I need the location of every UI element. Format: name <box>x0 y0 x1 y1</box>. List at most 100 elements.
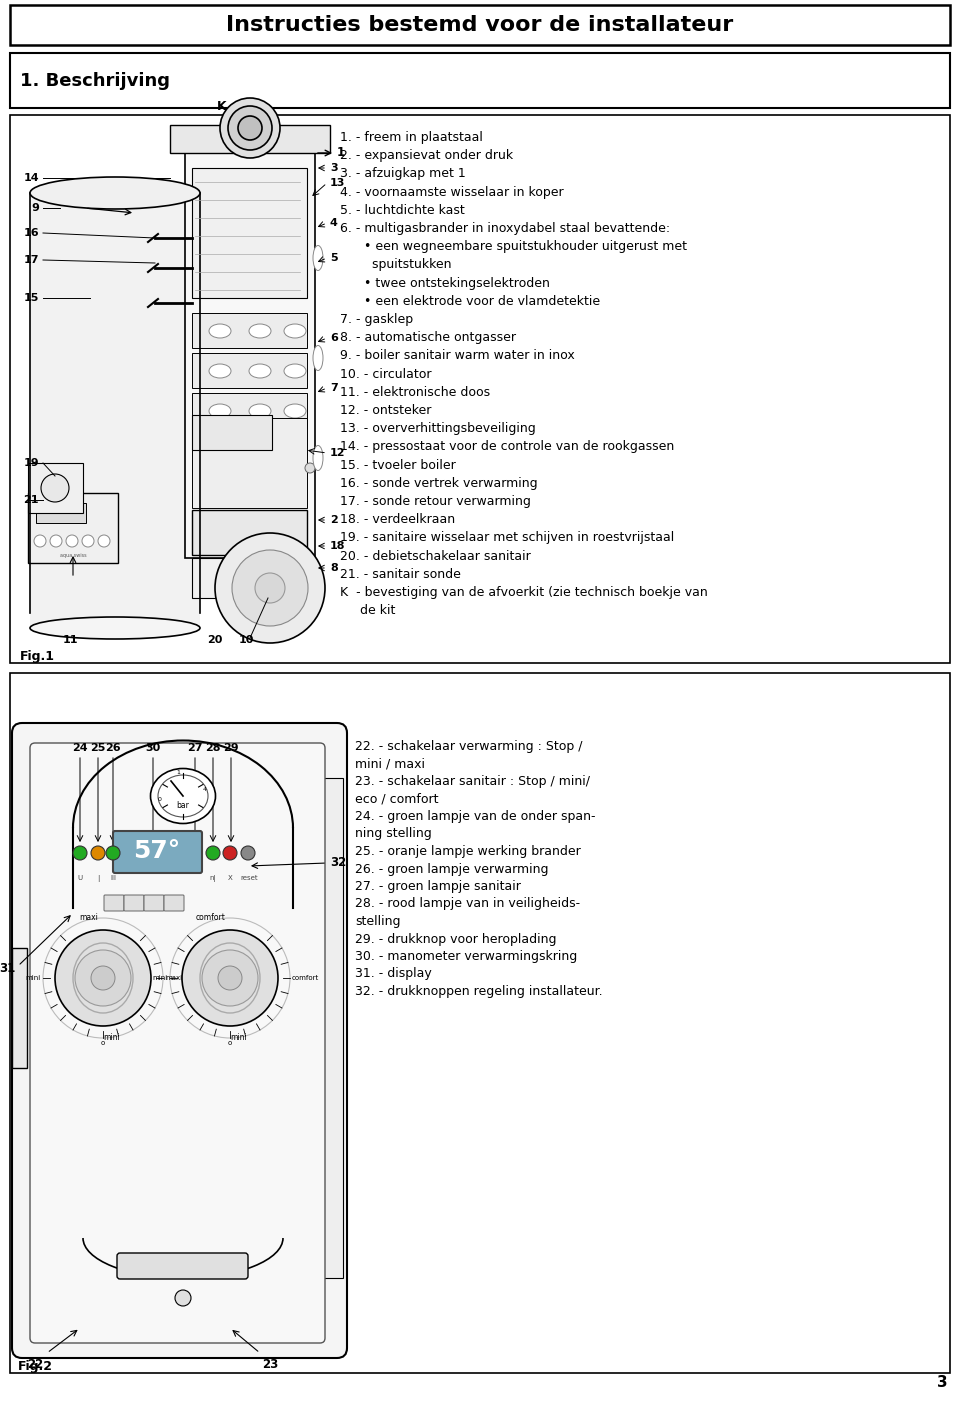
Ellipse shape <box>284 404 306 418</box>
Text: 10: 10 <box>238 635 253 645</box>
Text: 28. - rood lampje van in veiligheids-: 28. - rood lampje van in veiligheids- <box>355 897 580 911</box>
Text: maxi: maxi <box>79 912 98 922</box>
Ellipse shape <box>209 365 231 377</box>
Circle shape <box>34 535 46 546</box>
Text: 4. - voornaamste wisselaar in koper: 4. - voornaamste wisselaar in koper <box>340 186 564 199</box>
Text: reset: reset <box>240 874 258 881</box>
Text: 9. - boiler sanitair warm water in inox: 9. - boiler sanitair warm water in inox <box>340 349 575 362</box>
Text: • een elektrode voor de vlamdetektie: • een elektrode voor de vlamdetektie <box>340 294 600 308</box>
Bar <box>192 415 272 451</box>
Text: 4: 4 <box>330 218 338 228</box>
Text: 20: 20 <box>207 635 223 645</box>
Text: comfort: comfort <box>195 912 225 922</box>
Ellipse shape <box>30 617 200 639</box>
FancyBboxPatch shape <box>30 743 325 1343</box>
Text: Instructies bestemd voor de installateur: Instructies bestemd voor de installateur <box>227 15 733 35</box>
Text: 9: 9 <box>31 203 39 213</box>
Text: 27. - groen lampje sanitair: 27. - groen lampje sanitair <box>355 880 521 893</box>
Text: 23: 23 <box>262 1357 278 1371</box>
Circle shape <box>98 535 110 546</box>
Text: 13: 13 <box>330 177 346 189</box>
Circle shape <box>106 846 120 860</box>
Text: 1: 1 <box>337 146 346 159</box>
Text: aqua swiss: aqua swiss <box>60 553 86 558</box>
FancyBboxPatch shape <box>164 895 184 911</box>
Text: • een wegneembare spuitstukhouder uitgerust met: • een wegneembare spuitstukhouder uitger… <box>340 241 687 253</box>
Text: 25: 25 <box>90 743 106 753</box>
Text: K  - bevestiging van de afvoerkit (zie technisch boekje van: K - bevestiging van de afvoerkit (zie te… <box>340 586 708 598</box>
Circle shape <box>255 573 285 603</box>
Circle shape <box>75 950 131 1005</box>
Text: mini / maxi: mini / maxi <box>355 758 425 770</box>
Text: 2. - expansievat onder druk: 2. - expansievat onder druk <box>340 149 514 162</box>
Text: mini: mini <box>26 974 41 981</box>
Text: 3. - afzuigkap met 1: 3. - afzuigkap met 1 <box>340 168 466 180</box>
Text: n|: n| <box>209 874 216 881</box>
FancyBboxPatch shape <box>144 895 164 911</box>
Text: 25. - oranje lampje werking brander: 25. - oranje lampje werking brander <box>355 845 581 857</box>
Ellipse shape <box>151 769 215 824</box>
Circle shape <box>66 535 78 546</box>
Circle shape <box>50 535 62 546</box>
Circle shape <box>238 115 262 139</box>
Text: 21: 21 <box>23 496 39 505</box>
Ellipse shape <box>209 324 231 338</box>
Text: 5. - luchtdichte kast: 5. - luchtdichte kast <box>340 204 465 217</box>
Circle shape <box>215 534 325 643</box>
Text: 19: 19 <box>23 458 39 467</box>
Text: 2: 2 <box>330 515 338 525</box>
Text: mini: mini <box>153 974 168 981</box>
Text: 16. - sonde vertrek verwarming: 16. - sonde vertrek verwarming <box>340 477 538 490</box>
Text: 6: 6 <box>330 334 338 344</box>
Text: comfort: comfort <box>292 974 320 981</box>
Bar <box>192 393 307 428</box>
FancyBboxPatch shape <box>104 895 124 911</box>
Ellipse shape <box>284 365 306 377</box>
Text: 4: 4 <box>203 787 207 791</box>
Text: 23. - schakelaar sanitair : Stop / mini/: 23. - schakelaar sanitair : Stop / mini/ <box>355 774 590 788</box>
Bar <box>323 779 343 1278</box>
Text: 8: 8 <box>330 563 338 573</box>
Circle shape <box>220 99 280 158</box>
Ellipse shape <box>209 404 231 418</box>
Bar <box>192 510 307 555</box>
FancyBboxPatch shape <box>124 895 144 911</box>
Circle shape <box>232 551 308 627</box>
Bar <box>192 558 307 598</box>
Ellipse shape <box>313 245 323 270</box>
Circle shape <box>182 931 278 1026</box>
Ellipse shape <box>313 345 323 370</box>
Text: 14: 14 <box>23 173 39 183</box>
Text: 24: 24 <box>72 743 87 753</box>
Ellipse shape <box>249 365 271 377</box>
Text: 32. - drukknoppen regeling installateur.: 32. - drukknoppen regeling installateur. <box>355 986 603 998</box>
Bar <box>10 673 950 1373</box>
Text: 14. - pressostaat voor de controle van de rookgassen: 14. - pressostaat voor de controle van d… <box>340 441 674 453</box>
Text: 19. - sanitaire wisselaar met schijven in roestvrijstaal: 19. - sanitaire wisselaar met schijven i… <box>340 531 674 545</box>
Text: 20. - debietschakelaar sanitair: 20. - debietschakelaar sanitair <box>340 549 531 563</box>
Bar <box>192 313 307 348</box>
Text: bar: bar <box>177 801 189 811</box>
Ellipse shape <box>30 177 200 208</box>
Text: 17: 17 <box>23 255 39 265</box>
Circle shape <box>73 846 87 860</box>
Text: 12. - ontsteker: 12. - ontsteker <box>340 404 431 417</box>
Text: Fig.2: Fig.2 <box>18 1360 53 1373</box>
Circle shape <box>218 966 242 990</box>
Text: 13. - oververhittingsbeveiliging: 13. - oververhittingsbeveiliging <box>340 422 536 435</box>
Text: 29: 29 <box>223 743 239 753</box>
Bar <box>192 168 307 298</box>
Text: 31. - display: 31. - display <box>355 967 432 980</box>
Text: maxi: maxi <box>165 974 182 981</box>
Circle shape <box>206 846 220 860</box>
Text: 24. - groen lampje van de onder span-: 24. - groen lampje van de onder span- <box>355 810 595 824</box>
Text: 10. - circulator: 10. - circulator <box>340 367 431 380</box>
Text: • twee ontstekingselektroden: • twee ontstekingselektroden <box>340 276 550 290</box>
Text: 57°: 57° <box>133 839 180 863</box>
Text: 22: 22 <box>27 1357 43 1371</box>
Text: 15: 15 <box>24 293 39 303</box>
Text: 11. - elektronische doos: 11. - elektronische doos <box>340 386 491 398</box>
Text: |: | <box>97 874 99 881</box>
Text: 12: 12 <box>330 448 346 458</box>
Circle shape <box>175 1290 191 1307</box>
